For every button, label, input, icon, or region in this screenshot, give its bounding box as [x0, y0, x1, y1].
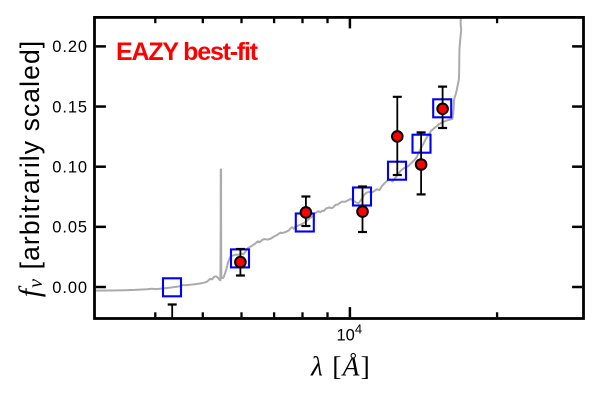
svg-text:0.15: 0.15: [52, 98, 88, 116]
svg-text:0.05: 0.05: [52, 219, 88, 237]
svg-text:104: 104: [337, 322, 363, 345]
svg-text:EAZY best-fit: EAZY best-fit: [116, 38, 259, 66]
svg-text:λ [Å]: λ [Å]: [310, 350, 371, 381]
svg-text:0.20: 0.20: [52, 38, 88, 56]
svg-text:0.00: 0.00: [52, 279, 88, 297]
svg-text:0.10: 0.10: [52, 159, 88, 177]
svg-text:fν [arbitrarily scaled]: fν [arbitrarily scaled]: [13, 40, 47, 298]
